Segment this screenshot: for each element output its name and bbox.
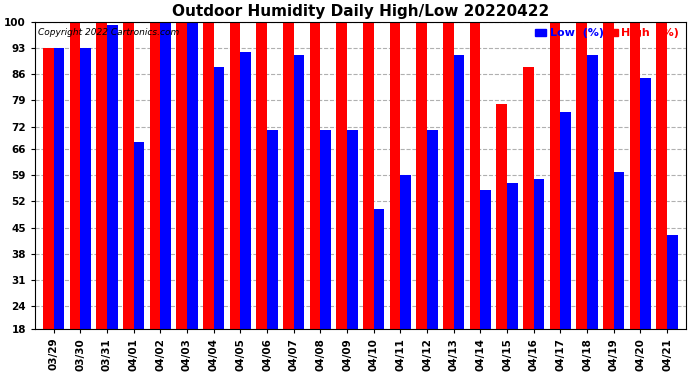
Bar <box>97 0 107 329</box>
Bar <box>214 67 224 329</box>
Bar <box>374 209 384 329</box>
Bar <box>267 130 277 329</box>
Bar <box>667 235 678 329</box>
Bar <box>230 0 240 329</box>
Bar <box>134 141 144 329</box>
Bar <box>507 183 518 329</box>
Bar <box>54 48 64 329</box>
Bar <box>337 0 347 329</box>
Legend: Low  (%), High  (%): Low (%), High (%) <box>534 27 680 39</box>
Bar <box>534 179 544 329</box>
Bar <box>416 0 427 329</box>
Bar <box>400 175 411 329</box>
Bar <box>203 0 214 329</box>
Bar <box>427 130 437 329</box>
Bar <box>587 56 598 329</box>
Bar <box>656 0 667 329</box>
Bar <box>240 52 251 329</box>
Text: Copyright 2022 Cartronics.com: Copyright 2022 Cartronics.com <box>38 28 179 37</box>
Title: Outdoor Humidity Daily High/Low 20220422: Outdoor Humidity Daily High/Low 20220422 <box>172 4 549 19</box>
Bar <box>480 190 491 329</box>
Bar <box>310 0 320 329</box>
Bar <box>150 0 160 329</box>
Bar <box>123 0 134 329</box>
Bar <box>160 7 171 329</box>
Bar <box>454 56 464 329</box>
Bar <box>177 0 187 329</box>
Bar <box>294 56 304 329</box>
Bar <box>523 67 534 329</box>
Bar <box>614 171 624 329</box>
Bar <box>496 104 507 329</box>
Bar <box>43 48 54 329</box>
Bar <box>550 10 560 329</box>
Bar <box>603 0 614 329</box>
Bar <box>257 0 267 329</box>
Bar <box>283 0 294 329</box>
Bar <box>470 0 480 329</box>
Bar <box>347 130 357 329</box>
Bar <box>70 0 80 329</box>
Bar <box>363 0 374 329</box>
Bar <box>630 0 640 329</box>
Bar <box>576 0 587 329</box>
Bar <box>80 48 91 329</box>
Bar <box>187 10 197 329</box>
Bar <box>390 0 400 329</box>
Bar <box>560 112 571 329</box>
Bar <box>640 78 651 329</box>
Bar <box>107 26 117 329</box>
Bar <box>443 0 454 329</box>
Bar <box>320 130 331 329</box>
